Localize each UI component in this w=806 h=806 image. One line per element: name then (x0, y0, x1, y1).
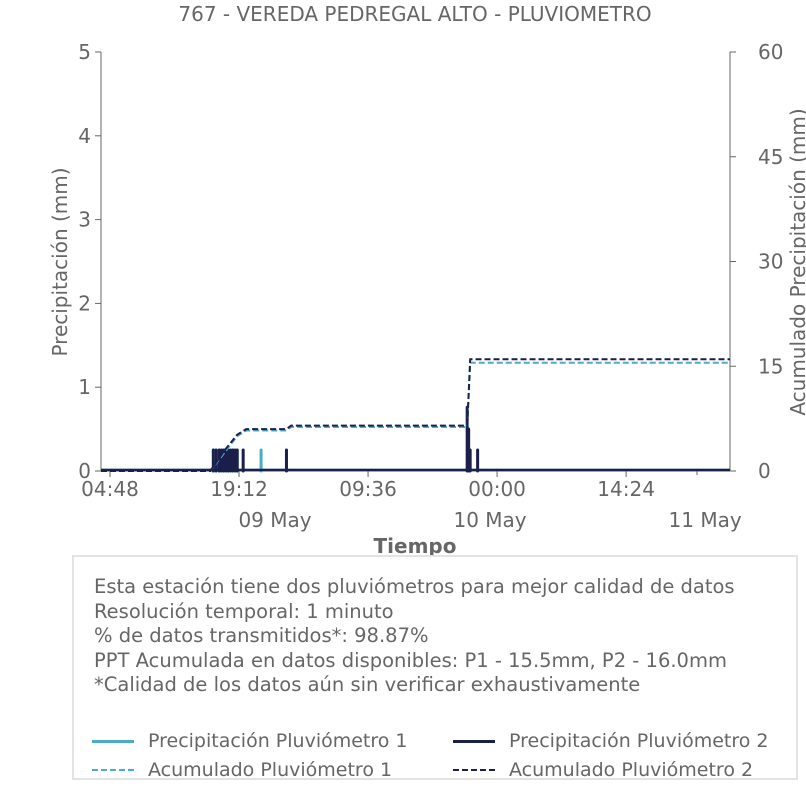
legend-label: Acumulado Pluviómetro 2 (509, 759, 754, 781)
series-layer (101, 358, 730, 473)
info-line: % de datos transmitidos*: 98.87% (94, 624, 429, 647)
y-tick-label: 3 (78, 208, 91, 232)
info-line: PPT Acumulada en datos disponibles: P1 -… (94, 648, 727, 672)
info-line: Esta estación tiene dos pluviómetros par… (94, 575, 735, 598)
x-axis-label: Tiempo (374, 534, 457, 558)
info-line: Resolución temporal: 1 minuto (94, 599, 394, 623)
accum-line (101, 361, 730, 472)
y-axis-label: Precipitación (mm) (48, 167, 72, 356)
chart: 767 - VEREDA PEDREGAL ALTO - PLUVIOMETRO… (48, 2, 806, 558)
y-tick-label: 0 (78, 459, 91, 483)
y2-tick-label: 60 (758, 40, 783, 64)
y2-tick-label: 0 (758, 459, 771, 483)
y-tick-label: 5 (78, 40, 91, 64)
accum-line (101, 358, 730, 472)
chart-title: 767 - VEREDA PEDREGAL ALTO - PLUVIOMETRO (178, 2, 651, 26)
x-tick-label: 04:48 (81, 477, 139, 501)
legend-swatch (453, 769, 495, 771)
x-date-label: 11 May (669, 508, 742, 532)
x-tick-label: 19:12 (210, 477, 268, 501)
legend-item: Precipitación Pluviómetro 1 (92, 730, 408, 752)
info-lines: Esta estación tiene dos pluviómetros par… (94, 575, 735, 698)
legend-swatch (453, 739, 495, 743)
info-line: *Calidad de los datos aún sin verificar … (94, 673, 641, 696)
legend-swatch (92, 739, 134, 743)
legend-label: Precipitación Pluviómetro 2 (509, 730, 769, 752)
legend-label: Precipitación Pluviómetro 1 (148, 730, 408, 752)
y-tick-label: 2 (78, 291, 91, 315)
legend-item: Acumulado Pluviómetro 1 (92, 759, 392, 781)
x-tick-label: 09:36 (339, 477, 397, 501)
info-box: Esta estación tiene dos pluviómetros par… (72, 555, 798, 781)
legend-swatch (92, 769, 134, 771)
x-tick-label: 14:24 (597, 477, 655, 501)
y2-tick-label: 45 (758, 145, 783, 169)
y2-tick-label: 15 (758, 354, 783, 378)
y2-tick-label: 30 (758, 250, 783, 274)
y-tick-label: 4 (78, 124, 91, 148)
y-tick-label: 1 (78, 375, 91, 399)
x-date-label: 09 May (238, 508, 311, 532)
x-tick-label: 00:00 (468, 477, 526, 501)
legend-label: Acumulado Pluviómetro 1 (148, 759, 393, 781)
legend-item: Precipitación Pluviómetro 2 (453, 730, 769, 752)
legend-item: Acumulado Pluviómetro 2 (453, 759, 753, 781)
x-date-label: 10 May (453, 508, 526, 532)
y2-axis-label: Acumulado Precipitación (mm) (786, 108, 806, 415)
